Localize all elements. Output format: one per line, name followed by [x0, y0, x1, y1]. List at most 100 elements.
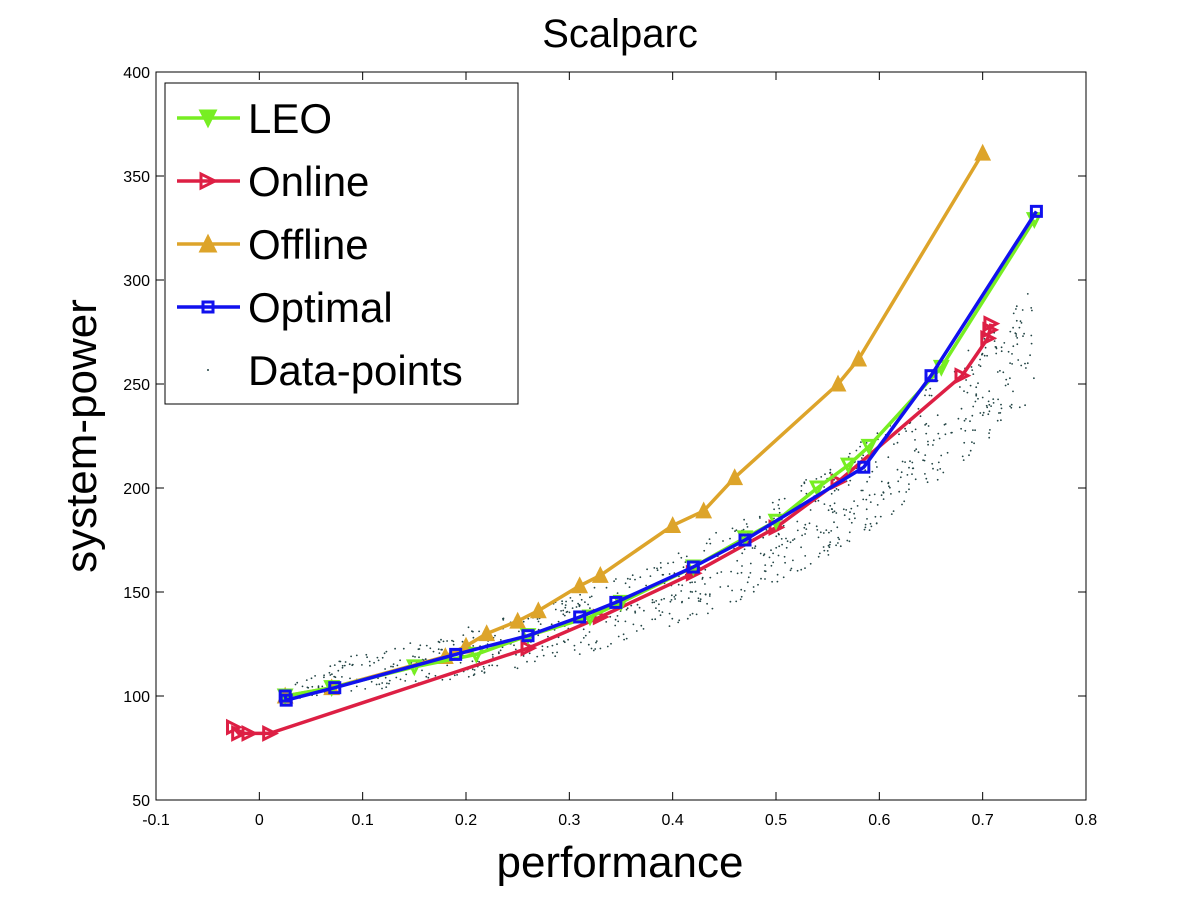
y-tick-label: 400 — [123, 65, 150, 82]
data-point — [317, 686, 320, 689]
data-point — [377, 659, 380, 662]
data-point — [924, 473, 926, 475]
data-point — [782, 524, 785, 527]
data-point — [441, 678, 444, 681]
data-point — [536, 655, 539, 658]
data-point — [677, 552, 680, 555]
data-point — [584, 634, 587, 637]
data-point — [578, 653, 581, 655]
data-point — [305, 679, 308, 681]
marker-offline — [974, 143, 992, 161]
marker-online — [262, 725, 280, 742]
data-point — [375, 683, 378, 686]
data-point — [860, 441, 862, 443]
data-point — [925, 432, 928, 435]
data-point — [452, 643, 455, 646]
data-point — [378, 683, 381, 686]
data-point — [537, 620, 540, 623]
data-point — [995, 346, 998, 349]
data-point — [687, 597, 690, 599]
data-point — [310, 677, 313, 680]
data-point — [440, 638, 442, 641]
data-point — [590, 647, 593, 650]
data-point — [924, 454, 927, 456]
data-point — [919, 415, 922, 418]
data-point — [392, 663, 395, 665]
data-point — [753, 547, 756, 549]
x-tick-label: 0.1 — [352, 812, 374, 829]
marker-optimal — [328, 681, 342, 695]
data-point — [680, 556, 683, 559]
data-point — [989, 429, 991, 431]
marker-online — [520, 639, 538, 657]
data-point — [904, 461, 906, 463]
data-point — [655, 600, 658, 602]
data-point — [861, 489, 864, 492]
data-point — [917, 407, 920, 410]
data-point — [829, 541, 832, 543]
data-point — [429, 647, 432, 650]
data-point — [922, 459, 924, 462]
data-point — [427, 676, 430, 679]
data-point — [355, 685, 358, 688]
data-point — [971, 414, 974, 417]
data-point — [343, 664, 346, 667]
data-point — [749, 572, 752, 574]
data-point — [1018, 406, 1021, 409]
data-point — [605, 621, 608, 623]
data-point — [777, 504, 780, 506]
data-point — [1014, 332, 1017, 334]
data-point — [528, 652, 531, 655]
data-point — [951, 431, 953, 434]
data-point — [762, 554, 765, 557]
data-point — [871, 470, 874, 473]
data-point — [437, 648, 440, 651]
data-point — [876, 432, 879, 435]
data-point — [800, 546, 802, 549]
data-point — [412, 655, 414, 658]
data-point — [965, 418, 967, 420]
data-point — [1010, 406, 1013, 409]
data-point — [772, 552, 774, 555]
data-point — [624, 582, 627, 585]
data-point — [638, 606, 641, 609]
data-point — [592, 649, 595, 652]
data-point — [384, 668, 386, 670]
data-point — [573, 644, 576, 647]
data-point — [677, 621, 680, 624]
data-point — [456, 674, 458, 676]
data-point — [835, 512, 838, 514]
data-point — [981, 353, 983, 356]
data-point — [927, 440, 929, 443]
data-point — [816, 529, 819, 531]
data-point — [911, 473, 913, 475]
data-point — [711, 607, 714, 610]
data-point — [656, 567, 658, 570]
data-point — [673, 596, 676, 598]
data-point — [381, 682, 384, 684]
data-point — [986, 354, 988, 357]
data-point — [1007, 350, 1010, 353]
data-point — [912, 467, 915, 470]
data-point — [940, 454, 943, 457]
data-point — [573, 649, 576, 651]
data-point — [522, 620, 525, 623]
data-point — [864, 469, 867, 472]
data-point — [905, 491, 908, 493]
data-point — [594, 648, 597, 650]
data-point — [661, 611, 664, 613]
data-point — [473, 669, 476, 671]
data-point — [536, 618, 539, 620]
data-point — [677, 583, 680, 586]
data-point — [969, 449, 972, 452]
data-point — [768, 556, 771, 559]
data-point — [659, 562, 662, 564]
data-point — [781, 543, 783, 546]
data-point — [736, 572, 739, 575]
data-point — [386, 682, 388, 685]
data-point — [946, 451, 949, 454]
data-point — [678, 619, 681, 622]
data-point — [830, 530, 833, 532]
data-point — [783, 497, 786, 500]
data-point — [814, 500, 817, 503]
